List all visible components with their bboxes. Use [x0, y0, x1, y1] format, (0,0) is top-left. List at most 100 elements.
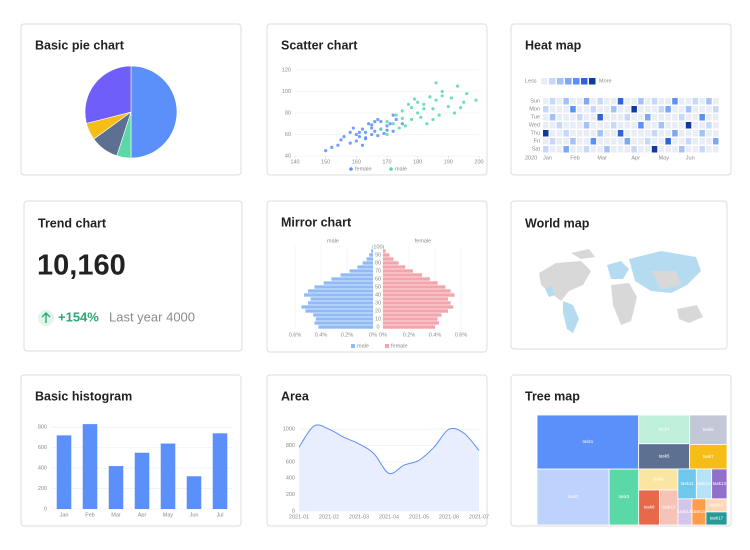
age-label: 20	[375, 308, 381, 314]
heat-cell	[658, 138, 665, 145]
heat-cell	[692, 114, 699, 121]
heat-cell	[645, 122, 651, 129]
x-tick-label: Jun	[686, 155, 695, 161]
bar	[308, 301, 373, 305]
bar	[383, 245, 385, 249]
tree-node	[689, 444, 728, 470]
heat-cell	[706, 130, 712, 137]
x-tick-label: Apr	[631, 155, 640, 161]
heat-cell	[556, 146, 563, 153]
heat-cell	[679, 122, 685, 129]
heat-cell	[645, 138, 651, 145]
card-title: Basic histogram	[35, 389, 132, 403]
bar	[314, 321, 373, 325]
x-tick-label: 0.4%	[429, 332, 442, 338]
world-map-card[interactable]: World map	[510, 200, 728, 350]
heat-cell	[631, 114, 637, 121]
trend-change: +154%	[58, 309, 99, 324]
heat-cell	[672, 122, 678, 129]
row-label: Sat	[532, 146, 541, 152]
bar	[301, 305, 373, 309]
heat-cell	[713, 122, 719, 129]
x-tick-label: 140	[290, 159, 299, 165]
heat-cell	[617, 138, 624, 145]
scatter-point	[385, 128, 389, 132]
heat-cell	[713, 146, 719, 153]
scatter-point	[394, 113, 398, 117]
heat-cell	[611, 130, 617, 137]
scatter-point	[363, 130, 368, 134]
heat-cell	[563, 138, 569, 145]
heat-cell	[590, 106, 597, 113]
chart-card[interactable]: Scatter chart 40 60 80 100 120 140 150 160 170 180…	[266, 23, 488, 176]
heat-cell	[590, 114, 597, 121]
scatter-point	[394, 117, 398, 122]
scatter-point	[431, 107, 435, 111]
heat-cell	[583, 138, 590, 145]
heat-cell	[549, 138, 556, 145]
heat-cell	[577, 146, 583, 153]
card-title: Trend chart	[38, 216, 107, 230]
scatter-point	[465, 92, 469, 96]
legend-swatch	[589, 78, 596, 85]
scatter-point	[385, 124, 389, 128]
y-tick-label: 60	[285, 132, 291, 138]
node-label: task6	[703, 427, 714, 432]
chart-card[interactable]: Basic histogram 0 200 400 600 800 Jan Feb Mar Apr…	[20, 374, 242, 527]
legend-label: male	[395, 166, 407, 172]
heat-cell	[577, 138, 583, 145]
heat-cell	[638, 138, 644, 145]
scatter-point	[446, 104, 450, 109]
bar	[383, 321, 439, 325]
heat-cell	[556, 122, 563, 129]
chart-card[interactable]: Tree map task1 task2 task3 task4 task5 task6 ta…	[510, 374, 732, 527]
heat-cell	[672, 130, 678, 137]
node-label: task8	[653, 477, 664, 482]
heat-cell	[706, 114, 712, 121]
heat-cell	[577, 114, 583, 121]
age-label: 40	[375, 292, 381, 298]
scatter-point	[324, 149, 328, 153]
heat-cell	[624, 130, 631, 137]
row-label: Sun	[530, 98, 540, 104]
chart-card[interactable]: Heat map Less More Sun Mon Tue Wed Thu Fri Sat 202…	[510, 23, 732, 176]
heat-cell	[672, 138, 678, 145]
scatter-point	[370, 132, 374, 137]
scatter-point	[348, 141, 352, 145]
chart-card[interactable]: Basic pie chart	[20, 23, 242, 176]
y-tick-label: 100	[282, 89, 291, 95]
world-map	[539, 249, 703, 333]
heat-cell	[624, 146, 631, 153]
chart-card[interactable]: Mirror chart 0% 0% 0.2% 0.2% 0.4% 0.4% 0.6% 0.6%…	[266, 200, 488, 353]
y-tick-label: 800	[38, 425, 47, 431]
heat-cell	[570, 122, 576, 129]
scatter-point	[406, 102, 411, 106]
bar	[383, 297, 448, 301]
card-frame	[266, 23, 488, 176]
scatter-point	[373, 129, 377, 133]
heat-cell	[692, 98, 699, 105]
scatter-point	[400, 116, 404, 120]
bar	[362, 261, 373, 265]
scatter-point	[440, 89, 444, 94]
heat-cell	[658, 106, 665, 113]
heat-cell	[570, 146, 576, 153]
tree-node	[536, 414, 640, 470]
chart-card[interactable]: Area 0 200 400 600 800 1000 2021-01 2021-02 2021-…	[266, 374, 489, 527]
node-label: task13	[713, 481, 727, 486]
heat-cell	[713, 114, 719, 121]
bar	[372, 245, 373, 249]
heat-cell	[658, 114, 665, 121]
legend-marker	[351, 344, 355, 348]
y-tick-label: 40	[285, 153, 291, 159]
trend-card[interactable]: Trend chart 10,160 +154% Last year 4000	[23, 200, 243, 352]
scatter-point	[428, 95, 432, 99]
scatter-point	[370, 123, 374, 127]
x-tick-label: 0.4%	[315, 332, 328, 338]
age-label: 0	[376, 324, 379, 330]
heat-cell	[624, 122, 631, 129]
bar	[305, 309, 373, 313]
node-label: task15	[692, 509, 706, 514]
heat-cell	[583, 130, 590, 137]
x-tick-label: 2021-03	[349, 514, 369, 520]
